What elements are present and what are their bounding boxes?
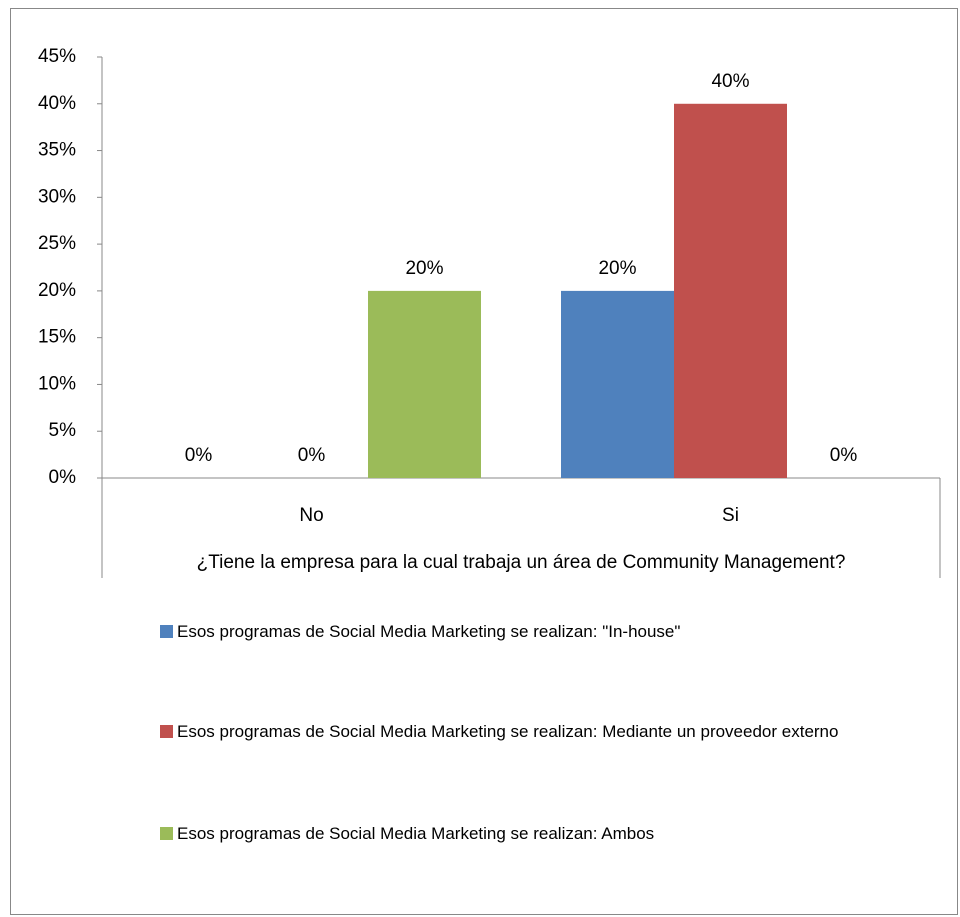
- legend-swatch: [160, 625, 173, 638]
- bar: [561, 290, 674, 478]
- y-tick-label: 40%: [38, 93, 76, 114]
- chart-border: [10, 8, 958, 915]
- y-tick-label: 45%: [38, 46, 76, 67]
- value-label: 0%: [298, 445, 326, 466]
- legend-label: Esos programas de Social Media Marketing…: [177, 722, 839, 741]
- bar: [674, 103, 787, 479]
- value-label: 0%: [830, 445, 858, 466]
- legend-item: Esos programas de Social Media Marketing…: [160, 618, 850, 645]
- y-tick-label: 0%: [49, 467, 77, 488]
- y-tick-label: 35%: [38, 140, 76, 161]
- y-tick-label: 25%: [38, 233, 76, 254]
- y-tick-label: 10%: [38, 373, 76, 394]
- value-label: 40%: [711, 71, 749, 92]
- y-tick-label: 20%: [38, 280, 76, 301]
- legend-item: Esos programas de Social Media Marketing…: [160, 820, 850, 847]
- y-tick-label: 5%: [49, 420, 77, 441]
- y-tick-label: 30%: [38, 186, 76, 207]
- x-tick-label: Si: [722, 505, 739, 526]
- value-label: 20%: [598, 258, 636, 279]
- value-label: 20%: [405, 258, 443, 279]
- x-axis-title: ¿Tiene la empresa para la cual trabaja u…: [197, 552, 846, 573]
- x-tick-label: No: [299, 505, 323, 526]
- bar: [368, 290, 481, 478]
- legend-label: Esos programas de Social Media Marketing…: [177, 622, 681, 641]
- legend-label: Esos programas de Social Media Marketing…: [177, 824, 655, 843]
- y-tick-label: 15%: [38, 327, 76, 348]
- legend-swatch: [160, 725, 173, 738]
- legend-swatch: [160, 827, 173, 840]
- value-label: 0%: [185, 445, 213, 466]
- legend-item: Esos programas de Social Media Marketing…: [160, 718, 850, 745]
